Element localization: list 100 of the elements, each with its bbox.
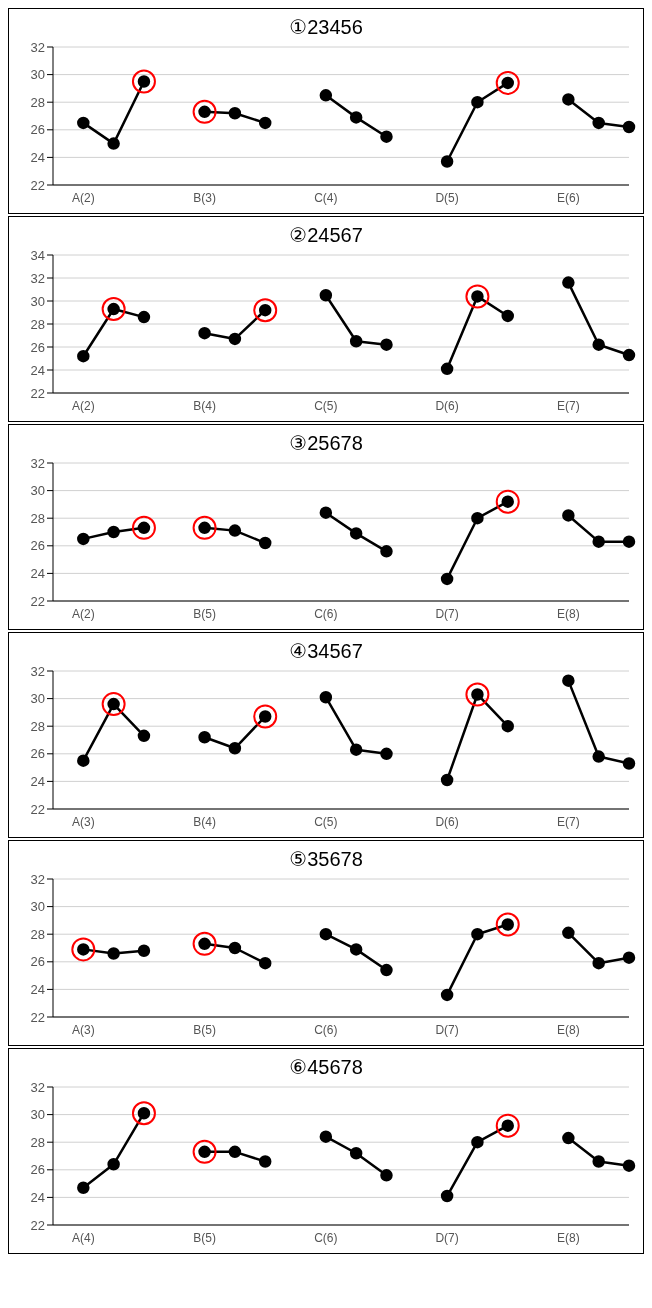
point — [137, 729, 151, 743]
point — [77, 1181, 90, 1194]
y-tick-label: 24 — [30, 150, 45, 166]
x-tick-label: E(7) — [557, 814, 580, 829]
y-tick-label: 22 — [30, 801, 45, 817]
point — [107, 947, 120, 960]
point — [131, 515, 156, 540]
x-tick-label: D(7) — [435, 1230, 459, 1245]
point — [562, 926, 575, 940]
y-tick-label: 22 — [30, 177, 45, 193]
y-tick-label: 34 — [30, 247, 45, 263]
x-tick-label: D(5) — [435, 190, 459, 205]
point — [495, 912, 520, 937]
point — [622, 1159, 636, 1172]
x-tick-label: C(5) — [314, 398, 338, 413]
y-tick-label: 24 — [30, 774, 45, 790]
point — [258, 956, 272, 970]
point — [495, 1113, 520, 1138]
x-tick-label: C(6) — [314, 1022, 338, 1037]
x-tick-label: B(3) — [193, 190, 216, 205]
point — [380, 963, 393, 977]
x-tick-label: D(6) — [435, 398, 459, 413]
point — [380, 338, 393, 351]
y-tick-label: 28 — [30, 718, 45, 734]
x-tick-label: D(7) — [435, 606, 459, 621]
point — [349, 1146, 363, 1160]
x-tick-label: B(5) — [193, 1230, 216, 1245]
y-tick-label: 22 — [30, 593, 45, 609]
x-tick-label: C(5) — [314, 814, 338, 829]
x-tick-label: B(4) — [193, 814, 216, 829]
y-tick-label: 26 — [30, 954, 45, 970]
point — [501, 719, 514, 733]
y-tick-label: 28 — [30, 316, 45, 332]
point — [101, 297, 126, 322]
y-tick-label: 32 — [30, 663, 45, 679]
y-tick-label: 24 — [30, 1190, 45, 1206]
y-tick-label: 30 — [30, 691, 45, 707]
point — [253, 298, 278, 323]
point — [380, 1169, 393, 1182]
point — [440, 155, 454, 168]
point — [562, 276, 575, 289]
point — [228, 106, 242, 120]
point — [592, 1155, 605, 1168]
point — [192, 515, 217, 540]
x-tick-label: B(4) — [193, 398, 216, 413]
point — [440, 988, 454, 1002]
point — [471, 511, 484, 525]
x-tick-label: D(6) — [435, 814, 459, 829]
chart-title: ⑤35678 — [288, 847, 364, 872]
point — [562, 509, 575, 522]
x-tick-label: C(6) — [314, 1230, 338, 1245]
point — [137, 310, 151, 324]
x-tick-label: A(2) — [71, 398, 95, 413]
y-tick-label: 28 — [30, 1134, 45, 1150]
point — [319, 1130, 333, 1143]
point — [592, 750, 605, 763]
point — [228, 941, 242, 955]
y-tick-label: 32 — [30, 1079, 45, 1095]
chart-title: ③25678 — [288, 431, 364, 456]
y-tick-label: 26 — [30, 122, 45, 138]
point — [562, 674, 575, 687]
point — [192, 931, 217, 956]
y-tick-label: 30 — [30, 483, 45, 499]
chart-title: ①23456 — [288, 15, 364, 40]
point — [319, 927, 333, 941]
x-tick-label: A(3) — [71, 1022, 95, 1037]
point — [592, 535, 605, 548]
point — [77, 532, 90, 546]
point — [77, 116, 90, 130]
point — [228, 742, 242, 755]
point — [349, 743, 363, 756]
point — [228, 332, 242, 346]
point — [228, 524, 242, 537]
point — [465, 682, 490, 707]
y-tick-label: 32 — [30, 871, 45, 887]
point — [465, 284, 490, 309]
point — [495, 489, 520, 514]
point — [107, 1158, 120, 1171]
y-tick-label: 24 — [30, 982, 45, 998]
point — [192, 99, 217, 124]
point — [440, 1189, 454, 1203]
point — [562, 93, 575, 106]
point — [198, 730, 211, 744]
x-tick-label: D(7) — [435, 1022, 459, 1037]
y-tick-label: 22 — [30, 385, 45, 401]
point — [228, 1145, 242, 1159]
y-tick-label: 28 — [30, 94, 45, 110]
point — [258, 1155, 272, 1168]
y-tick-label: 32 — [30, 270, 45, 286]
chart-title: ④34567 — [288, 639, 364, 664]
point — [253, 704, 278, 729]
point — [107, 525, 120, 539]
y-tick-label: 28 — [30, 926, 45, 942]
x-tick-label: C(6) — [314, 606, 338, 621]
x-tick-label: A(3) — [71, 814, 95, 829]
x-tick-label: A(2) — [71, 606, 95, 621]
point — [380, 747, 393, 761]
point — [440, 362, 454, 376]
point — [495, 70, 520, 95]
x-tick-label: A(4) — [71, 1230, 95, 1245]
